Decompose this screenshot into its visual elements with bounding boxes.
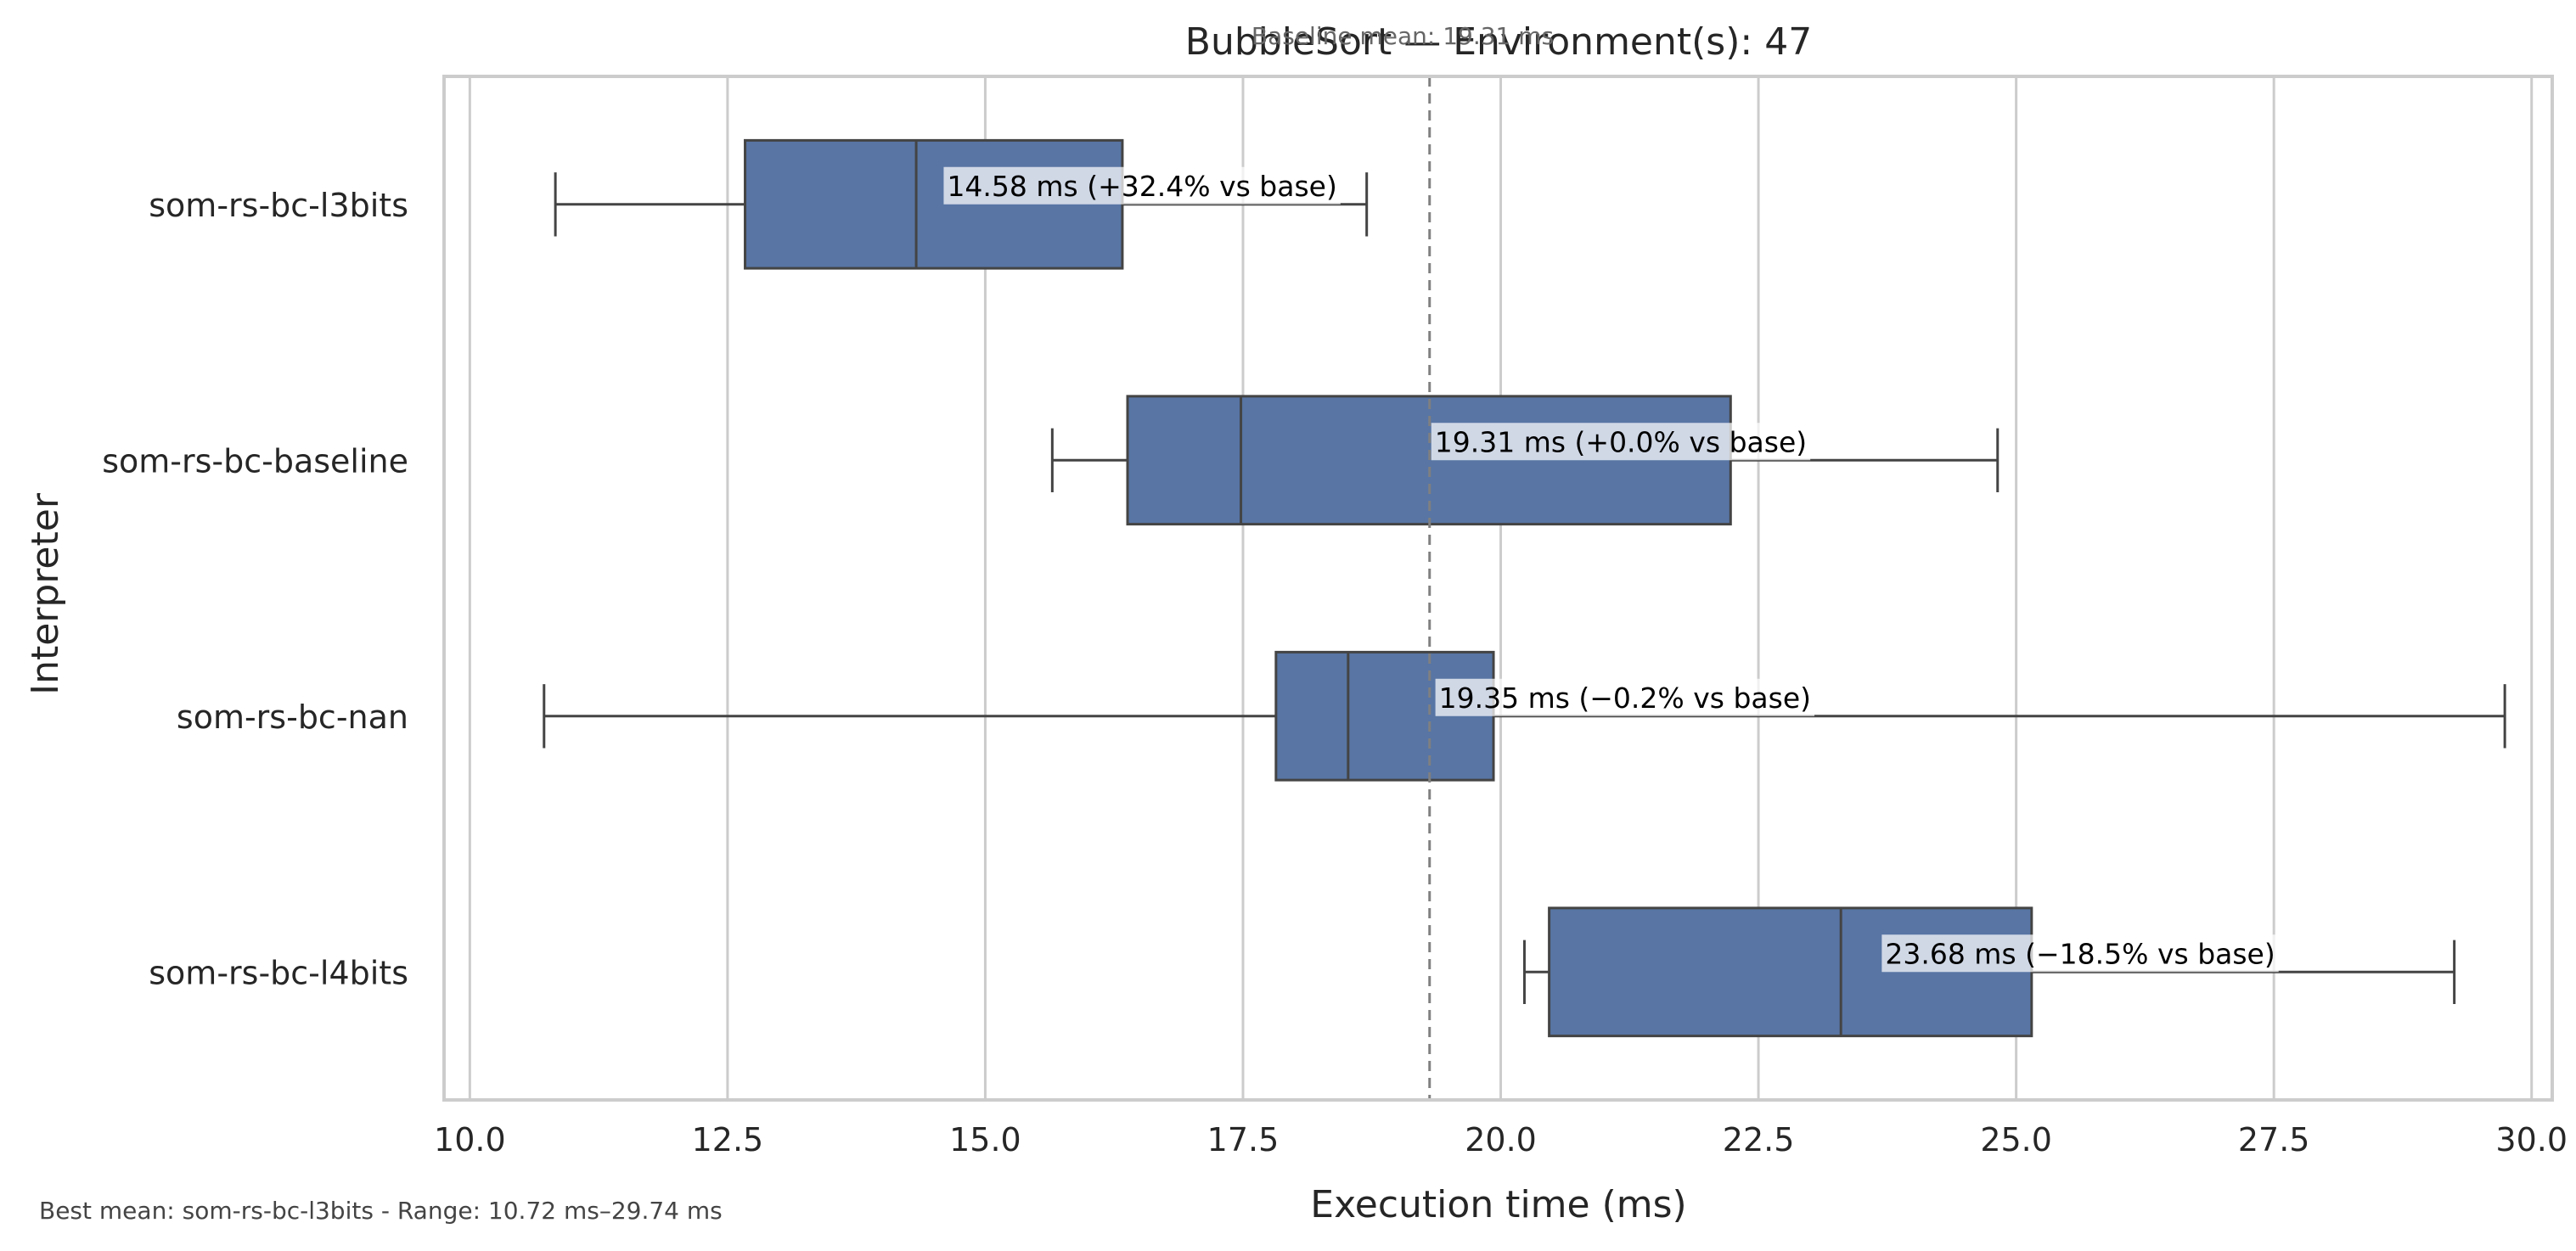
mean-label: 14.58 ms (+32.4% vs base) bbox=[947, 170, 1336, 203]
x-tick-label: 17.5 bbox=[1207, 1121, 1280, 1158]
x-tick-label: 30.0 bbox=[2495, 1121, 2568, 1158]
mean-label-bg bbox=[1435, 678, 1815, 716]
mean-label: 19.35 ms (−0.2% vs base) bbox=[1439, 682, 1811, 715]
x-tick-label: 10.0 bbox=[434, 1121, 506, 1158]
baseline-mean-note: Baseline mean: 19.31 ms bbox=[1251, 22, 1554, 50]
mean-label-bg bbox=[943, 166, 1341, 205]
footnote: Best mean: som-rs-bc-l3bits - Range: 10.… bbox=[39, 1197, 723, 1225]
y-tick-label: som-rs-bc-baseline bbox=[102, 442, 408, 480]
y-tick-label: som-rs-bc-l4bits bbox=[149, 954, 408, 991]
y-axis-ticks: som-rs-bc-l3bits som-rs-bc-baseline som-rs… bbox=[102, 187, 408, 992]
mean-label: 23.68 ms (−18.5% vs base) bbox=[1885, 937, 2275, 970]
y-tick-label: som-rs-bc-nan bbox=[177, 698, 408, 736]
mean-label-som-rs-bc-nan: 19.35 ms (−0.2% vs base) bbox=[1435, 678, 1815, 716]
plot-area-frame bbox=[442, 75, 2554, 1102]
mean-label: 19.31 ms (+0.0% vs base) bbox=[1435, 425, 1807, 458]
mean-label-som-rs-bc-baseline: 19.31 ms (+0.0% vs base) bbox=[1431, 423, 1811, 461]
x-tick-label: 12.5 bbox=[692, 1121, 764, 1158]
y-axis-title: Interpreter bbox=[24, 492, 67, 695]
mean-labels: 14.58 ms (+32.4% vs base) 19.31 ms (+0.0%… bbox=[943, 166, 2279, 973]
x-axis-ticks: 10.0 12.5 15.0 17.5 20.0 22.5 25.0 27.5 30.0 bbox=[434, 1121, 2568, 1158]
x-tick-label: 15.0 bbox=[949, 1121, 1021, 1158]
x-tick-label: 20.0 bbox=[1465, 1121, 1537, 1158]
x-tick-label: 27.5 bbox=[2238, 1121, 2310, 1158]
chart-title: BubbleSort — Environment(s): 47 bbox=[1185, 20, 1812, 64]
mean-label-bg bbox=[1881, 934, 2279, 973]
x-tick-label: 25.0 bbox=[1980, 1121, 2052, 1158]
x-tick-label: 22.5 bbox=[1723, 1121, 1795, 1158]
mean-label-som-rs-bc-l4bits: 23.68 ms (−18.5% vs base) bbox=[1881, 934, 2279, 973]
x-axis-title: Execution time (ms) bbox=[1310, 1183, 1686, 1226]
y-tick-label: som-rs-bc-l3bits bbox=[149, 187, 408, 224]
mean-label-bg bbox=[1431, 423, 1811, 461]
mean-label-som-rs-bc-l3bits: 14.58 ms (+32.4% vs base) bbox=[943, 166, 1341, 205]
